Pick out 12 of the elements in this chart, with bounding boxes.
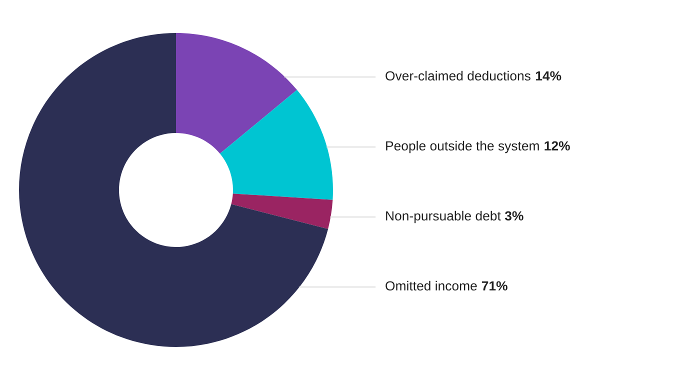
data-label: 12% <box>544 141 570 151</box>
slice-label: Omitted income <box>386 280 477 291</box>
data-label: 14% <box>536 71 562 81</box>
data-label: 71% <box>482 281 508 291</box>
data-label: 3% <box>504 211 524 221</box>
slice-label: People outside the system <box>386 140 539 154</box>
donut-slice <box>19 33 328 347</box>
slice-label: Non-pursuable debt <box>386 210 501 224</box>
slice-label: Over-claimed deductions <box>386 70 530 81</box>
donut-slice <box>220 90 333 200</box>
donut-slice <box>231 194 333 230</box>
donut-slice <box>176 33 297 154</box>
